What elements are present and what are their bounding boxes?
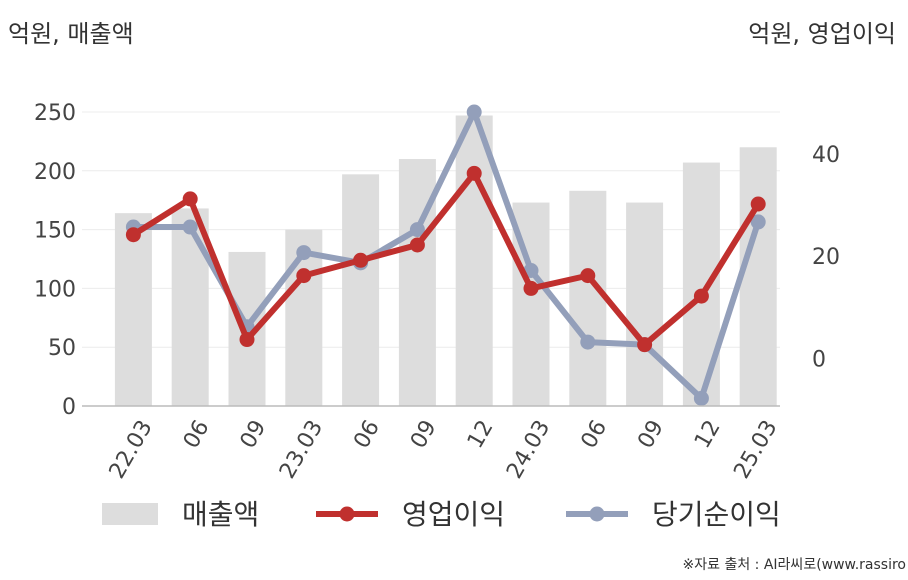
left-tick-label: 250 — [34, 101, 76, 126]
data-point — [296, 268, 312, 284]
right-tick-label: 40 — [812, 143, 840, 168]
series-line — [130, 170, 762, 348]
x-tick-label: 09 — [633, 416, 669, 453]
data-point — [750, 214, 766, 230]
x-tick-label: 09 — [236, 416, 272, 453]
data-point — [580, 268, 596, 284]
x-tick-label: 12 — [690, 416, 726, 453]
data-point — [693, 288, 709, 304]
data-point — [466, 104, 482, 120]
x-tick-label: 12 — [463, 416, 499, 453]
bar — [682, 162, 720, 406]
legend: 매출액 영업이익 당기순이익 — [102, 498, 781, 531]
bar — [569, 190, 607, 406]
x-tick-label: 22.03 — [105, 416, 158, 483]
data-point — [693, 390, 709, 406]
data-point — [409, 222, 425, 238]
bar-series-sales — [114, 115, 777, 406]
legend-item: 당기순이익 — [566, 498, 781, 531]
data-point — [239, 332, 255, 348]
right-tick-label: 20 — [812, 245, 840, 270]
left-axis-unit-label: 억원, 매출액 — [8, 20, 134, 48]
bar — [739, 147, 777, 406]
data-point — [296, 245, 312, 261]
x-tick-label: 23.03 — [275, 416, 328, 483]
legend-label: 영업이익 — [402, 498, 505, 531]
source-note: ※자료 출처 : AI라씨로(www.rassiro — [682, 557, 906, 573]
data-point — [125, 227, 141, 243]
legend-marker — [589, 506, 605, 522]
bar — [342, 174, 380, 406]
bar — [626, 202, 664, 406]
legend-label: 매출액 — [182, 498, 259, 531]
bar — [455, 115, 493, 406]
legend-item: 영업이익 — [316, 498, 505, 531]
bar — [171, 208, 209, 406]
right-tick-label: 0 — [812, 347, 826, 372]
legend-item: 매출액 — [102, 498, 259, 531]
legend-label: 당기순이익 — [652, 498, 781, 531]
series-line — [130, 109, 762, 402]
x-tick-label: 06 — [577, 416, 613, 453]
data-point — [637, 337, 653, 353]
data-point — [182, 191, 198, 207]
legend-marker — [339, 506, 355, 522]
left-tick-label: 0 — [62, 395, 76, 420]
left-tick-label: 200 — [34, 160, 76, 185]
legend-swatch — [102, 503, 158, 525]
left-tick-label: 150 — [34, 219, 76, 244]
bar — [114, 213, 152, 406]
data-point — [523, 280, 539, 296]
x-tick-label: 25.03 — [729, 416, 782, 483]
data-point — [353, 252, 369, 268]
data-point — [409, 237, 425, 253]
data-point — [466, 165, 482, 181]
right-axis-unit-label: 억원, 영업이익 — [748, 20, 896, 48]
x-tick-label: 06 — [179, 416, 215, 453]
line-series — [125, 104, 766, 406]
data-point — [182, 219, 198, 235]
x-tick-label: 24.03 — [502, 416, 555, 483]
left-tick-label: 50 — [48, 336, 76, 361]
data-point — [750, 196, 766, 212]
left-tick-label: 100 — [34, 277, 76, 302]
x-tick-label: 06 — [349, 416, 385, 453]
x-tick-label: 09 — [406, 416, 442, 453]
data-point — [580, 334, 596, 350]
